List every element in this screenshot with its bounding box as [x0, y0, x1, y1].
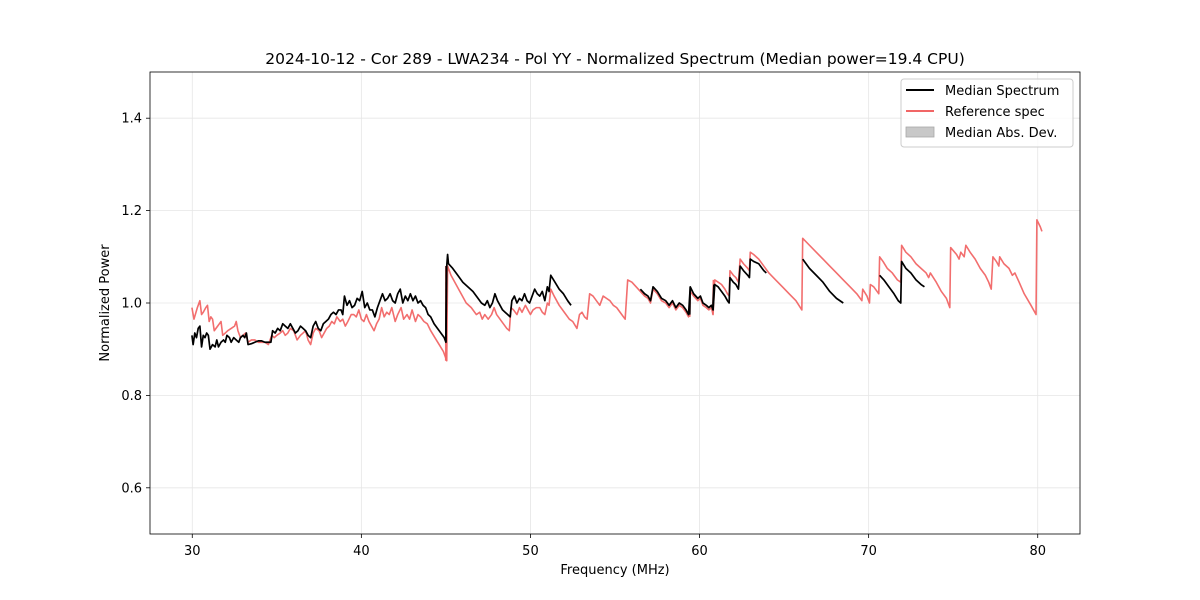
y-axis-label: Normalized Power [98, 244, 113, 362]
series-line-median-spectrum [191, 253, 572, 351]
x-tick-label: 30 [184, 544, 201, 559]
y-tick-label: 1.2 [121, 204, 142, 219]
series-line-median-spectrum [711, 284, 715, 310]
series-layer [191, 219, 1043, 362]
series-line-median-spectrum [688, 286, 692, 315]
x-tick-label: 70 [860, 544, 877, 559]
legend-label-reference-spec: Reference spec [945, 105, 1045, 120]
x-axis-label: Frequency (MHz) [560, 563, 669, 578]
tick-layer: 30 40 50 60 70 80 0.6 0.8 1.0 1.2 1.4 [121, 112, 1046, 559]
y-tick-label: 0.6 [121, 481, 142, 496]
legend-label-median-spectrum: Median Spectrum [945, 84, 1059, 99]
x-tick-label: 60 [691, 544, 708, 559]
x-tick-label: 50 [522, 544, 539, 559]
y-tick-label: 1.0 [121, 297, 142, 312]
y-tick-label: 1.4 [121, 112, 142, 127]
series-line-median-spectrum [879, 260, 925, 304]
y-tick-label: 0.8 [121, 389, 142, 404]
series-line-reference-spec [191, 219, 1043, 362]
legend-box [900, 78, 1074, 148]
series-median-spectrum [191, 253, 925, 351]
chart-title: 2024-10-12 - Cor 289 - LWA234 - Pol YY -… [265, 50, 965, 68]
legend: Median Spectrum Reference spec Median Ab… [900, 78, 1074, 148]
legend-swatch-median-abs-dev [905, 126, 935, 138]
series-line-median-spectrum [802, 258, 844, 304]
legend-label-median-abs-dev: Median Abs. Dev. [945, 126, 1057, 141]
x-tick-label: 40 [353, 544, 370, 559]
series-line-median-spectrum [639, 258, 767, 316]
x-tick-label: 80 [1029, 544, 1046, 559]
